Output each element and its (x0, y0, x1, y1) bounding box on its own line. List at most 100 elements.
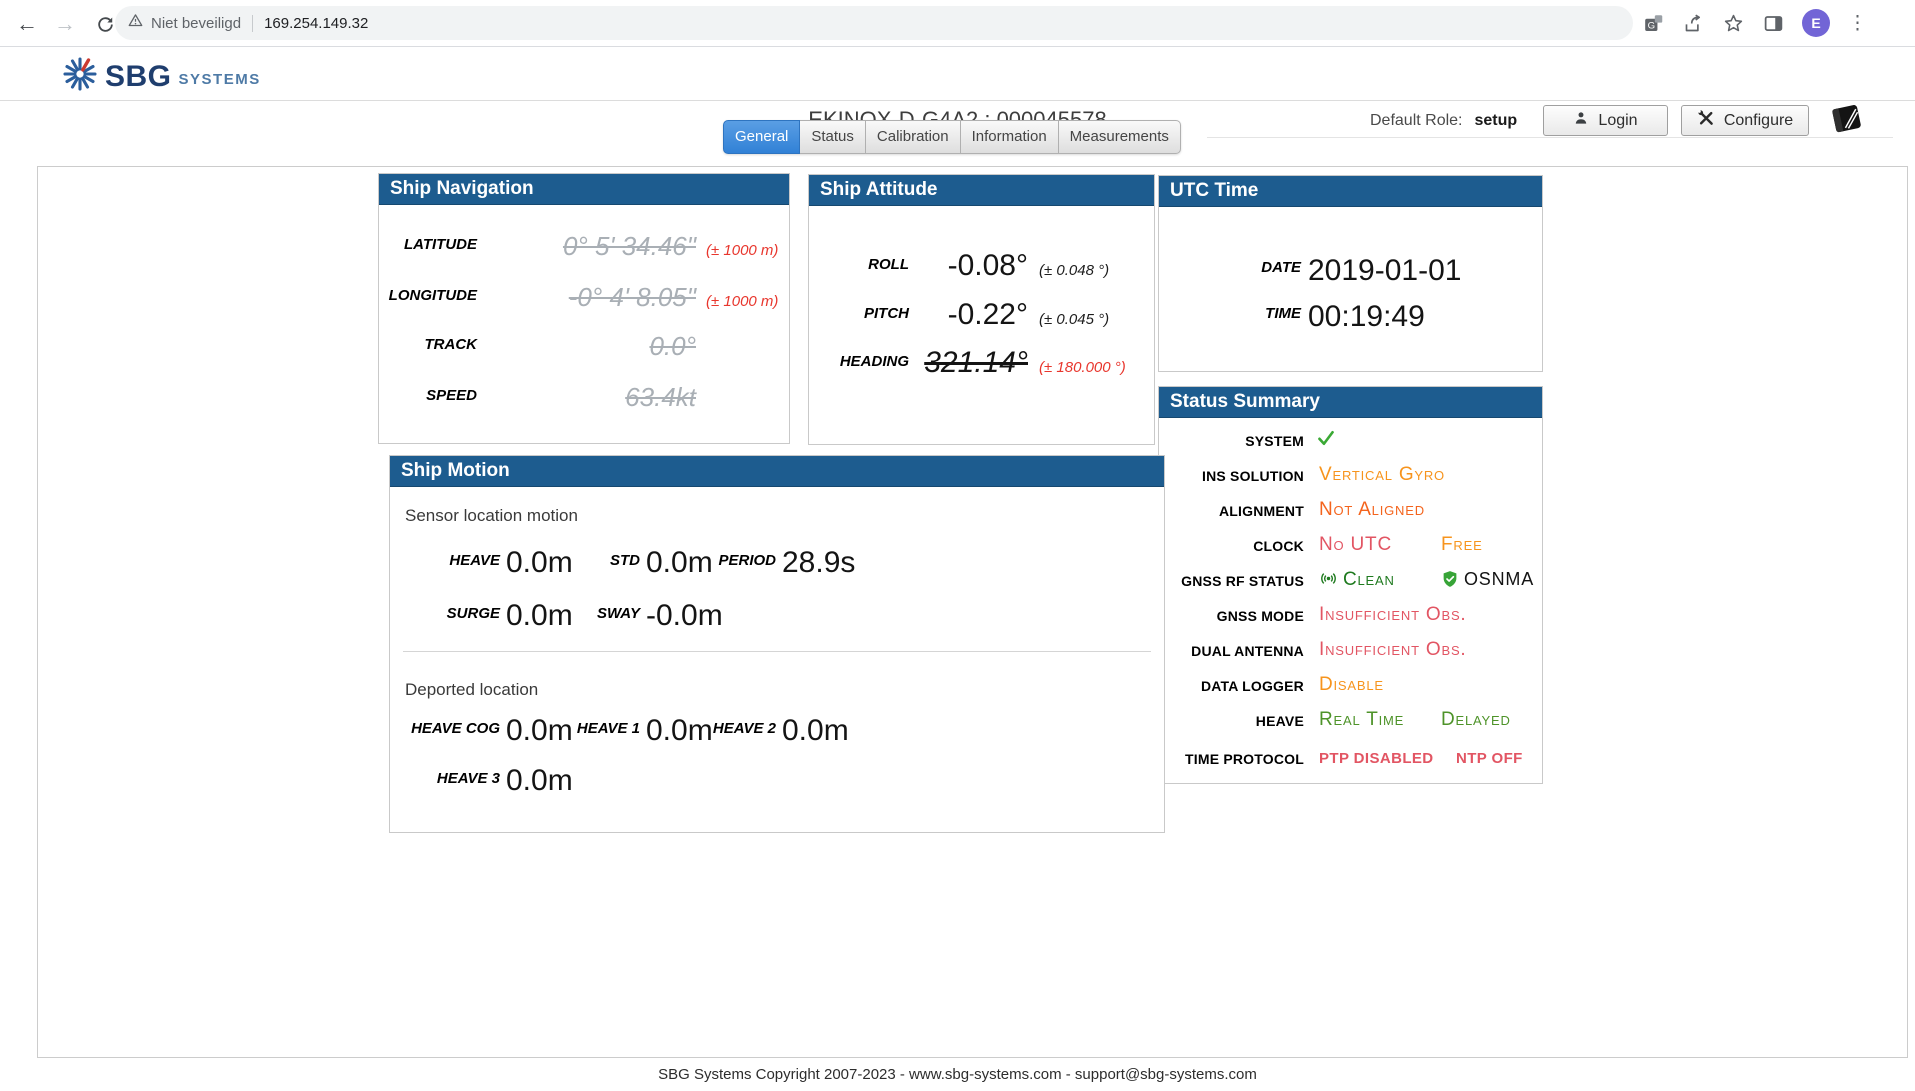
gnss-rf-clean-value: Clean (1343, 569, 1395, 590)
status-summary-panel: Status Summary SYSTEM INS SOLUTION Verti… (1158, 386, 1543, 784)
heave-delayed-value: Delayed (1441, 709, 1511, 730)
time-protocol-row: TIME PROTOCOL PTP DISABLED NTP OFF (1159, 747, 1542, 773)
time-protocol-label: TIME PROTOCOL (1184, 751, 1304, 767)
gnss-mode-label: GNSS MODE (1216, 608, 1304, 624)
sway-label: SWAY (596, 605, 640, 622)
tab-baseline-rule (1207, 137, 1893, 138)
ship-attitude-panel: Ship Attitude ROLL -0.08° (± 0.048 °) PI… (808, 174, 1155, 445)
heave1-label: HEAVE 1 (576, 720, 640, 737)
utc-time-row: TIME 00:19:49 (1159, 300, 1542, 334)
longitude-value: -0° 4' 8.05" (568, 282, 696, 312)
speed-label: SPEED (426, 387, 477, 404)
gnss-osnma-value: OSNMA (1464, 569, 1535, 589)
side-panel-icon[interactable] (1762, 12, 1784, 34)
sensor-location-subtitle: Sensor location motion (405, 506, 578, 525)
pitch-value: -0.22° (947, 298, 1028, 331)
browser-menu-icon[interactable]: ⋮ (1848, 12, 1867, 34)
date-value: 2019-01-01 (1308, 254, 1462, 287)
latitude-row: LATITUDE 0° 5' 34.46" (± 1000 m) (379, 231, 789, 262)
gnss-rf-status-row: GNSS RF STATUS Clean OSNMA (1159, 569, 1542, 595)
translate-icon[interactable]: G (1642, 12, 1664, 34)
longitude-label: LONGITUDE (388, 287, 477, 304)
roll-label: ROLL (868, 256, 909, 273)
login-button[interactable]: Login (1543, 105, 1668, 136)
longitude-row: LONGITUDE -0° 4' 8.05" (± 1000 m) (379, 282, 789, 313)
ins-solution-value: Vertical Gyro (1319, 464, 1445, 485)
tab-general[interactable]: General (723, 120, 801, 154)
tools-icon (1697, 109, 1715, 132)
roll-accuracy: (± 0.048 °) (1039, 262, 1110, 279)
gnss-rf-clean: Clean (1319, 569, 1395, 594)
utc-date-row: DATE 2019-01-01 (1159, 254, 1542, 288)
dual-antenna-value: Insufficient Obs. (1319, 639, 1467, 660)
dual-antenna-label: DUAL ANTENNA (1191, 643, 1304, 659)
heave3-label: HEAVE 3 (436, 770, 500, 787)
address-bar[interactable]: Niet beveiligd 169.254.149.32 (115, 6, 1633, 40)
configure-label: Configure (1723, 111, 1794, 129)
system-label: SYSTEM (1245, 433, 1304, 449)
security-label: Niet beveiligd (151, 14, 242, 32)
tab-information[interactable]: Information (960, 120, 1059, 154)
track-label: TRACK (424, 336, 478, 353)
gnss-rf-status-label: GNSS RF STATUS (1181, 573, 1304, 589)
heave-cog-cell: HEAVE COG 0.0m (390, 714, 573, 748)
role-label: Default Role: (1370, 112, 1463, 129)
manual-book-icon[interactable] (1828, 100, 1866, 143)
std-value: 0.0m (646, 546, 713, 579)
login-label: Login (1598, 111, 1638, 129)
ntp-status-value: NTP OFF (1456, 750, 1523, 767)
utc-time-title: UTC Time (1159, 176, 1542, 207)
data-logger-value: Disable (1319, 674, 1384, 695)
status-summary-title: Status Summary (1159, 387, 1542, 418)
data-logger-label: DATA LOGGER (1200, 678, 1304, 694)
browser-forward-icon[interactable]: → (54, 11, 76, 36)
data-logger-row: DATA LOGGER Disable (1159, 674, 1542, 700)
std-cell: STD 0.0m (530, 546, 713, 580)
heave-cog-label: HEAVE COG (411, 720, 500, 737)
motion-divider (403, 651, 1151, 652)
heave-status-label: HEAVE (1255, 713, 1304, 729)
tab-measurements[interactable]: Measurements (1058, 120, 1181, 154)
heave3-cell: HEAVE 3 0.0m (390, 764, 573, 798)
page-header: SBG SYSTEMS EKINOX-D-G4A2 : 000045578 De… (0, 47, 1915, 136)
pitch-label: PITCH (864, 305, 909, 322)
time-label: TIME (1265, 305, 1301, 322)
alignment-row: ALIGNMENT Not Aligned (1159, 499, 1542, 525)
ins-solution-label: INS SOLUTION (1202, 468, 1304, 484)
surge-cell: SURGE 0.0m (390, 599, 573, 633)
heave2-cell: HEAVE 2 0.0m (666, 714, 849, 748)
bookmark-star-icon[interactable] (1722, 12, 1744, 34)
clock-mode-value: Free (1441, 534, 1483, 555)
period-value: 28.9s (782, 546, 856, 579)
browser-profile-avatar[interactable]: E (1802, 9, 1830, 37)
heave-label: HEAVE (449, 552, 500, 569)
speed-row: SPEED 63.4kt (379, 382, 789, 413)
browser-back-icon[interactable]: ← (16, 11, 38, 36)
pitch-row: PITCH -0.22° (± 0.045 °) (809, 298, 1154, 332)
heave2-label: HEAVE 2 (712, 720, 776, 737)
ship-navigation-panel: Ship Navigation LATITUDE 0° 5' 34.46" (±… (378, 173, 790, 444)
clock-utc-value: No UTC (1319, 534, 1392, 555)
heading-value: 321.14° (924, 346, 1028, 379)
svg-text:G: G (1647, 20, 1654, 31)
security-warning-icon[interactable] (128, 13, 143, 33)
speed-value: 63.4kt (625, 382, 696, 412)
heading-row: HEADING 321.14° (± 180.000 °) (809, 346, 1154, 380)
tab-status[interactable]: Status (800, 120, 866, 154)
address-separator (252, 14, 254, 32)
ship-motion-title: Ship Motion (390, 456, 1164, 487)
copyright-footer: SBG Systems Copyright 2007-2023 - www.sb… (658, 1066, 1257, 1083)
longitude-accuracy: (± 1000 m) (706, 293, 779, 310)
share-icon[interactable] (1682, 12, 1704, 34)
heave-cog-value: 0.0m (506, 714, 573, 747)
tab-calibration[interactable]: Calibration (865, 120, 961, 154)
std-label: STD (610, 552, 640, 569)
brand-logo: SBG SYSTEMS (62, 56, 261, 97)
sway-cell: SWAY -0.0m (530, 599, 723, 633)
time-value: 00:19:49 (1308, 300, 1425, 333)
roll-value: -0.08° (947, 249, 1028, 282)
gnss-mode-row: GNSS MODE Insufficient Obs. (1159, 604, 1542, 630)
roll-row: ROLL -0.08° (± 0.048 °) (809, 249, 1154, 283)
configure-button[interactable]: Configure (1681, 105, 1809, 136)
browser-reload-icon[interactable] (90, 9, 120, 39)
